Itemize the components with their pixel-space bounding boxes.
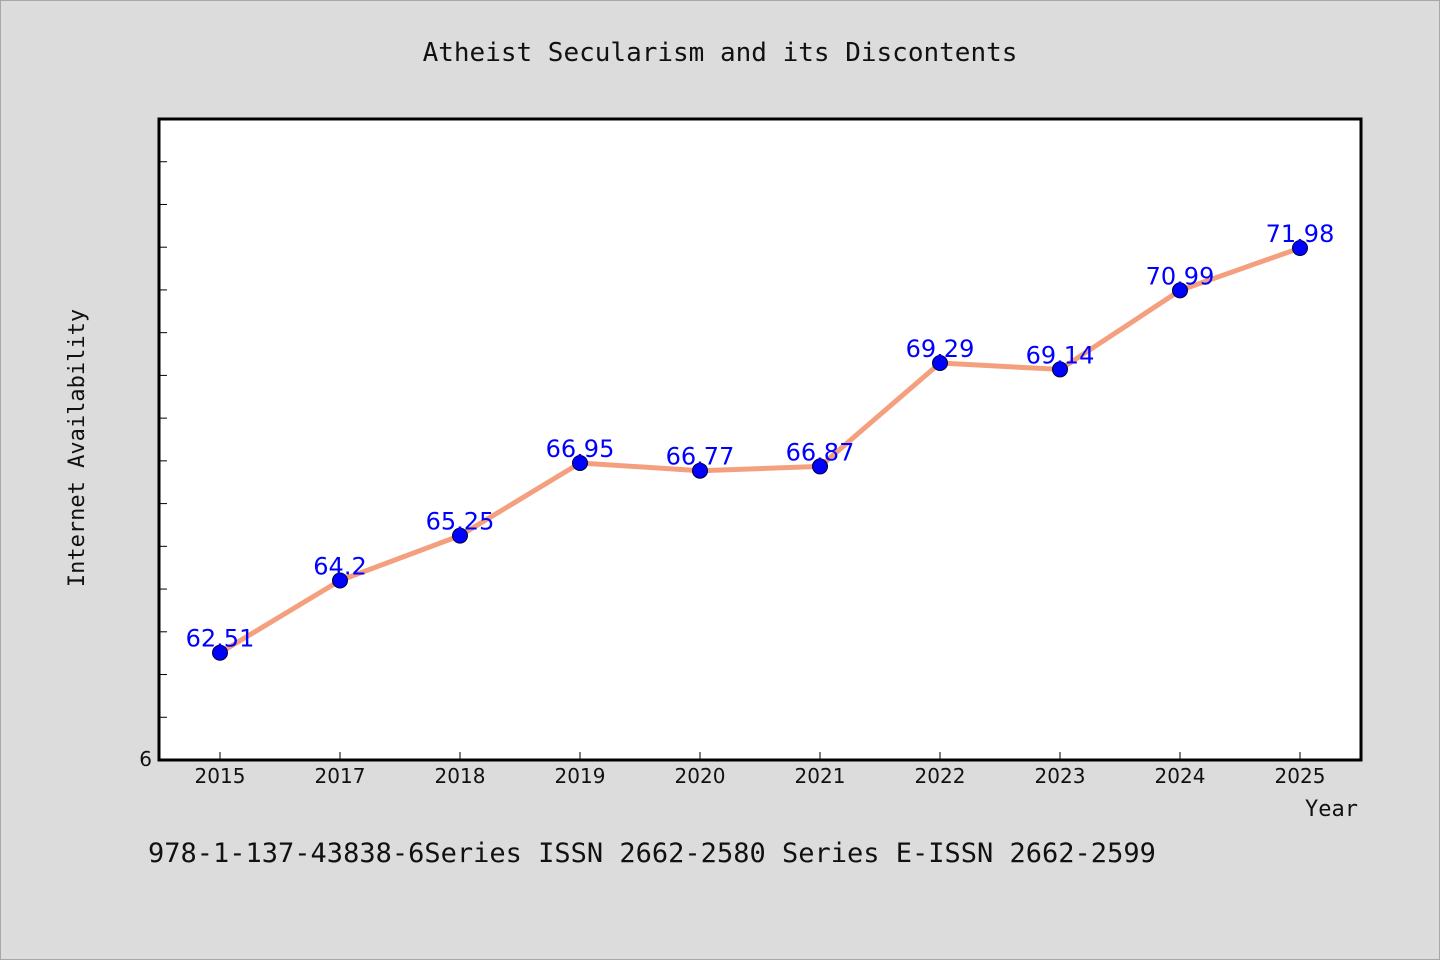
x-tick-label: 2021	[795, 764, 846, 788]
x-axis-ticks: 2015 2017 2018 2019 2020 2021 2022 2023 2024 2025	[195, 752, 1326, 788]
data-label: 64.2	[313, 553, 366, 581]
plot-area	[157, 117, 1363, 762]
footer-isbn-text: 978-1-137-43838-6Series ISSN 2662-2580 S…	[148, 838, 1156, 869]
data-point-marker	[1052, 361, 1068, 378]
data-label: 66.95	[546, 435, 615, 463]
data-point-marker	[1172, 282, 1188, 299]
data-label: 71.98	[1266, 220, 1335, 248]
x-tick-label: 2017	[315, 764, 366, 788]
data-label: 66.77	[666, 443, 735, 471]
series-group: 62.51 64.2 65.25 66.95 66.77 66.87 69.29 69.14 7…	[186, 220, 1335, 661]
data-label: 69.14	[1026, 341, 1095, 369]
x-tick-label: 2018	[435, 764, 486, 788]
data-point-marker	[572, 455, 588, 472]
data-point-marker	[332, 572, 348, 589]
y-axis-ticks	[159, 161, 167, 718]
data-point-marker	[1292, 240, 1308, 257]
data-label: 65.25	[426, 508, 495, 536]
data-point-marker	[212, 644, 228, 661]
data-point-marker	[692, 462, 708, 479]
y-axis-label: Internet Availability	[65, 309, 90, 587]
data-label: 66.87	[786, 438, 855, 466]
x-tick-label: 2023	[1035, 764, 1086, 788]
data-label: 70.99	[1146, 262, 1215, 290]
x-axis-label: Year	[1305, 797, 1358, 822]
x-tick-label: 2025	[1275, 764, 1326, 788]
x-tick-label: 2022	[915, 764, 966, 788]
chart-title: Atheist Secularism and its Discontents	[423, 38, 1018, 68]
data-label: 69.29	[906, 335, 975, 363]
x-tick-label: 2024	[1155, 764, 1206, 788]
x-tick-label: 2020	[675, 764, 726, 788]
data-point-marker	[812, 458, 828, 475]
y-tick-label: 6	[139, 747, 152, 771]
series-line	[217, 245, 1303, 656]
x-tick-label: 2015	[195, 764, 246, 788]
data-label: 62.51	[186, 625, 255, 653]
data-point-marker	[932, 355, 948, 372]
data-point-marker	[452, 527, 468, 544]
x-tick-label: 2019	[555, 764, 606, 788]
